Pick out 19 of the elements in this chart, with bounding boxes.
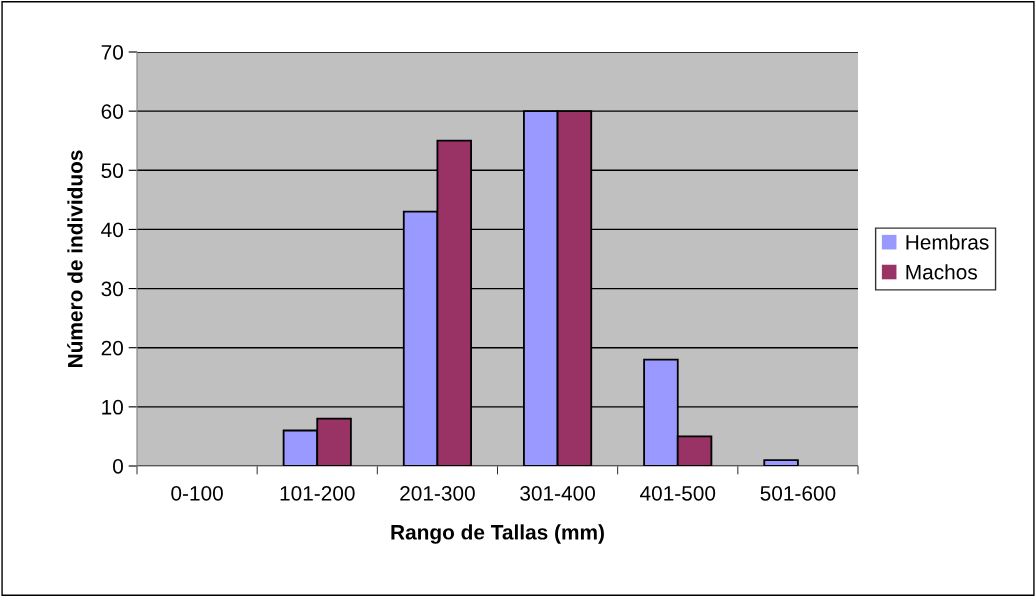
- x-tick-label: 201-300: [400, 485, 475, 501]
- y-tick-label: 40: [101, 222, 123, 238]
- legend-label: Machos: [906, 264, 977, 280]
- y-axis-title: Número de individuos: [67, 150, 83, 367]
- y-tick-label: 70: [101, 45, 123, 60]
- x-axis-title: Rango de Tallas (mm): [391, 524, 604, 544]
- x-tick-label: 101-200: [280, 485, 355, 501]
- y-tick-label: 60: [101, 104, 123, 119]
- legend-label: Hembras: [906, 234, 989, 250]
- y-tick-label: 0: [113, 459, 123, 474]
- y-tick-label: 10: [102, 399, 123, 415]
- x-tick-label: 0-100: [171, 485, 223, 501]
- x-tick-label: 501-600: [760, 485, 836, 501]
- x-tick-label: 401-500: [640, 485, 716, 501]
- y-tick-label: 50: [101, 163, 123, 179]
- x-tick-label: 301-400: [520, 485, 595, 501]
- bar: [763, 459, 799, 466]
- y-tick-label: 30: [101, 281, 123, 297]
- y-tick-label: 20: [101, 340, 123, 356]
